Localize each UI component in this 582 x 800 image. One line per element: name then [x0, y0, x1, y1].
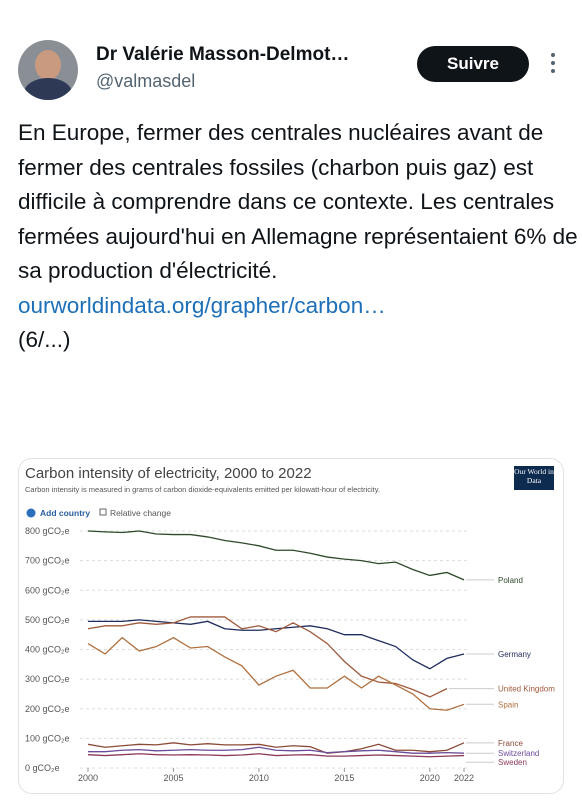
- avatar[interactable]: [18, 40, 78, 100]
- x-tick-label: 2000: [78, 773, 98, 783]
- logo: Our World in Data: [514, 467, 554, 485]
- y-tick-label: 200 gCO₂e: [25, 704, 70, 714]
- legend-label: Switzerland: [498, 749, 539, 758]
- y-tick-label: 400 gCO₂e: [25, 645, 70, 655]
- y-tick-label: 100 gCO₂e: [25, 733, 70, 743]
- tweet-text: En Europe, fermer des centrales nucléair…: [18, 120, 578, 283]
- y-tick-label: 800 gCO₂e: [25, 526, 70, 536]
- legend-label: United Kingdom: [498, 685, 555, 694]
- chart-image[interactable]: [18, 458, 564, 794]
- author-name[interactable]: Dr Valérie Masson-Delmot…: [96, 44, 350, 65]
- logo-box: [514, 466, 554, 490]
- logo-text: Our World in Data: [514, 467, 554, 485]
- y-tick-label: 700 gCO₂e: [25, 556, 70, 566]
- y-tick-label: 0 gCO₂e: [25, 763, 60, 773]
- y-tick-label: 600 gCO₂e: [25, 585, 70, 595]
- relative-change[interactable]: Relative change: [110, 508, 171, 518]
- series-line: [88, 746, 465, 754]
- y-tick-label: 300 gCO₂e: [25, 674, 70, 684]
- x-tick-label: 2020: [420, 773, 440, 783]
- series-line: [87, 753, 465, 758]
- chart-subtitle: Carbon intensity is measured in grams of…: [25, 485, 380, 494]
- series-line: [87, 616, 448, 698]
- series-line: [87, 636, 465, 711]
- tweet-link[interactable]: ourworldindata.org/grapher/carbon…: [18, 292, 386, 318]
- add-country[interactable]: Add country: [40, 508, 90, 518]
- add-icon: [26, 508, 36, 518]
- chart-title: Carbon intensity of electricity, 2000 to…: [25, 465, 312, 482]
- legend-label: France: [498, 739, 523, 748]
- series-line: [88, 619, 465, 670]
- x-tick-label: 2010: [249, 773, 269, 783]
- legend-label: Sweden: [498, 758, 527, 767]
- more-menu[interactable]: [548, 50, 558, 78]
- legend-label: Spain: [498, 700, 518, 709]
- y-tick-label: 500 gCO₂e: [25, 615, 70, 625]
- tweet-body: En Europe, fermer des centrales nucléair…: [18, 116, 578, 358]
- series-line: [87, 742, 465, 754]
- x-tick-label: 2022: [454, 773, 474, 783]
- legend-label: Germany: [498, 650, 531, 659]
- follow-button[interactable]: Suivre: [417, 46, 529, 82]
- x-tick-label: 2015: [334, 773, 354, 783]
- checkbox[interactable]: [99, 508, 107, 516]
- thread-counter: (6/...): [18, 327, 71, 352]
- series-line: [87, 530, 465, 581]
- x-tick-label: 2005: [163, 773, 183, 783]
- author-handle[interactable]: @valmasdel: [96, 71, 196, 91]
- legend-label: Poland: [498, 576, 523, 585]
